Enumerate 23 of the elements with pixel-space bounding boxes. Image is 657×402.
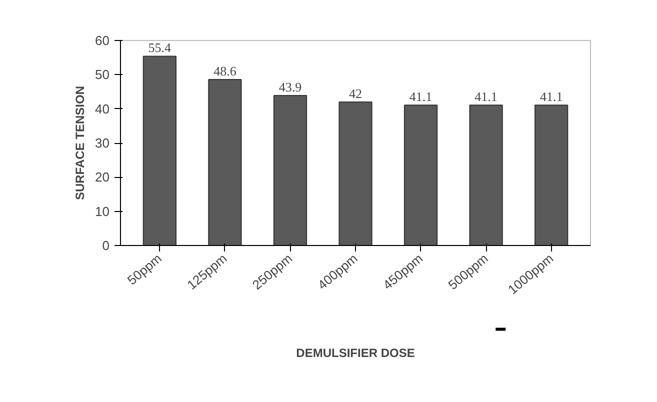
x-axis-title: DEMULSIFIER DOSE <box>296 346 415 360</box>
y-tick-label: 40 <box>95 101 110 116</box>
y-tick-label: 20 <box>95 170 110 185</box>
y-axis-title: SURFACE TENSION <box>73 86 88 200</box>
bar <box>534 104 568 246</box>
y-tick-label: 0 <box>102 238 110 253</box>
y-tick-label: 60 <box>95 33 110 48</box>
y-tick-label: 50 <box>95 67 110 82</box>
bar <box>142 56 176 246</box>
data-label: 41.1 <box>474 89 498 104</box>
data-label: 48.6 <box>214 63 237 78</box>
data-label: 43.9 <box>278 80 302 95</box>
data-label: 41.1 <box>409 89 432 104</box>
data-label: 55.4 <box>148 40 172 56</box>
bar <box>273 95 308 246</box>
data-label: 42 <box>349 86 362 101</box>
bar <box>404 104 438 246</box>
bar <box>338 102 372 246</box>
y-tick-label: 30 <box>95 136 110 150</box>
bar <box>469 104 503 246</box>
y-tick-label: 10 <box>95 204 110 219</box>
bar <box>208 78 242 246</box>
data-label: 41.1 <box>540 89 563 104</box>
